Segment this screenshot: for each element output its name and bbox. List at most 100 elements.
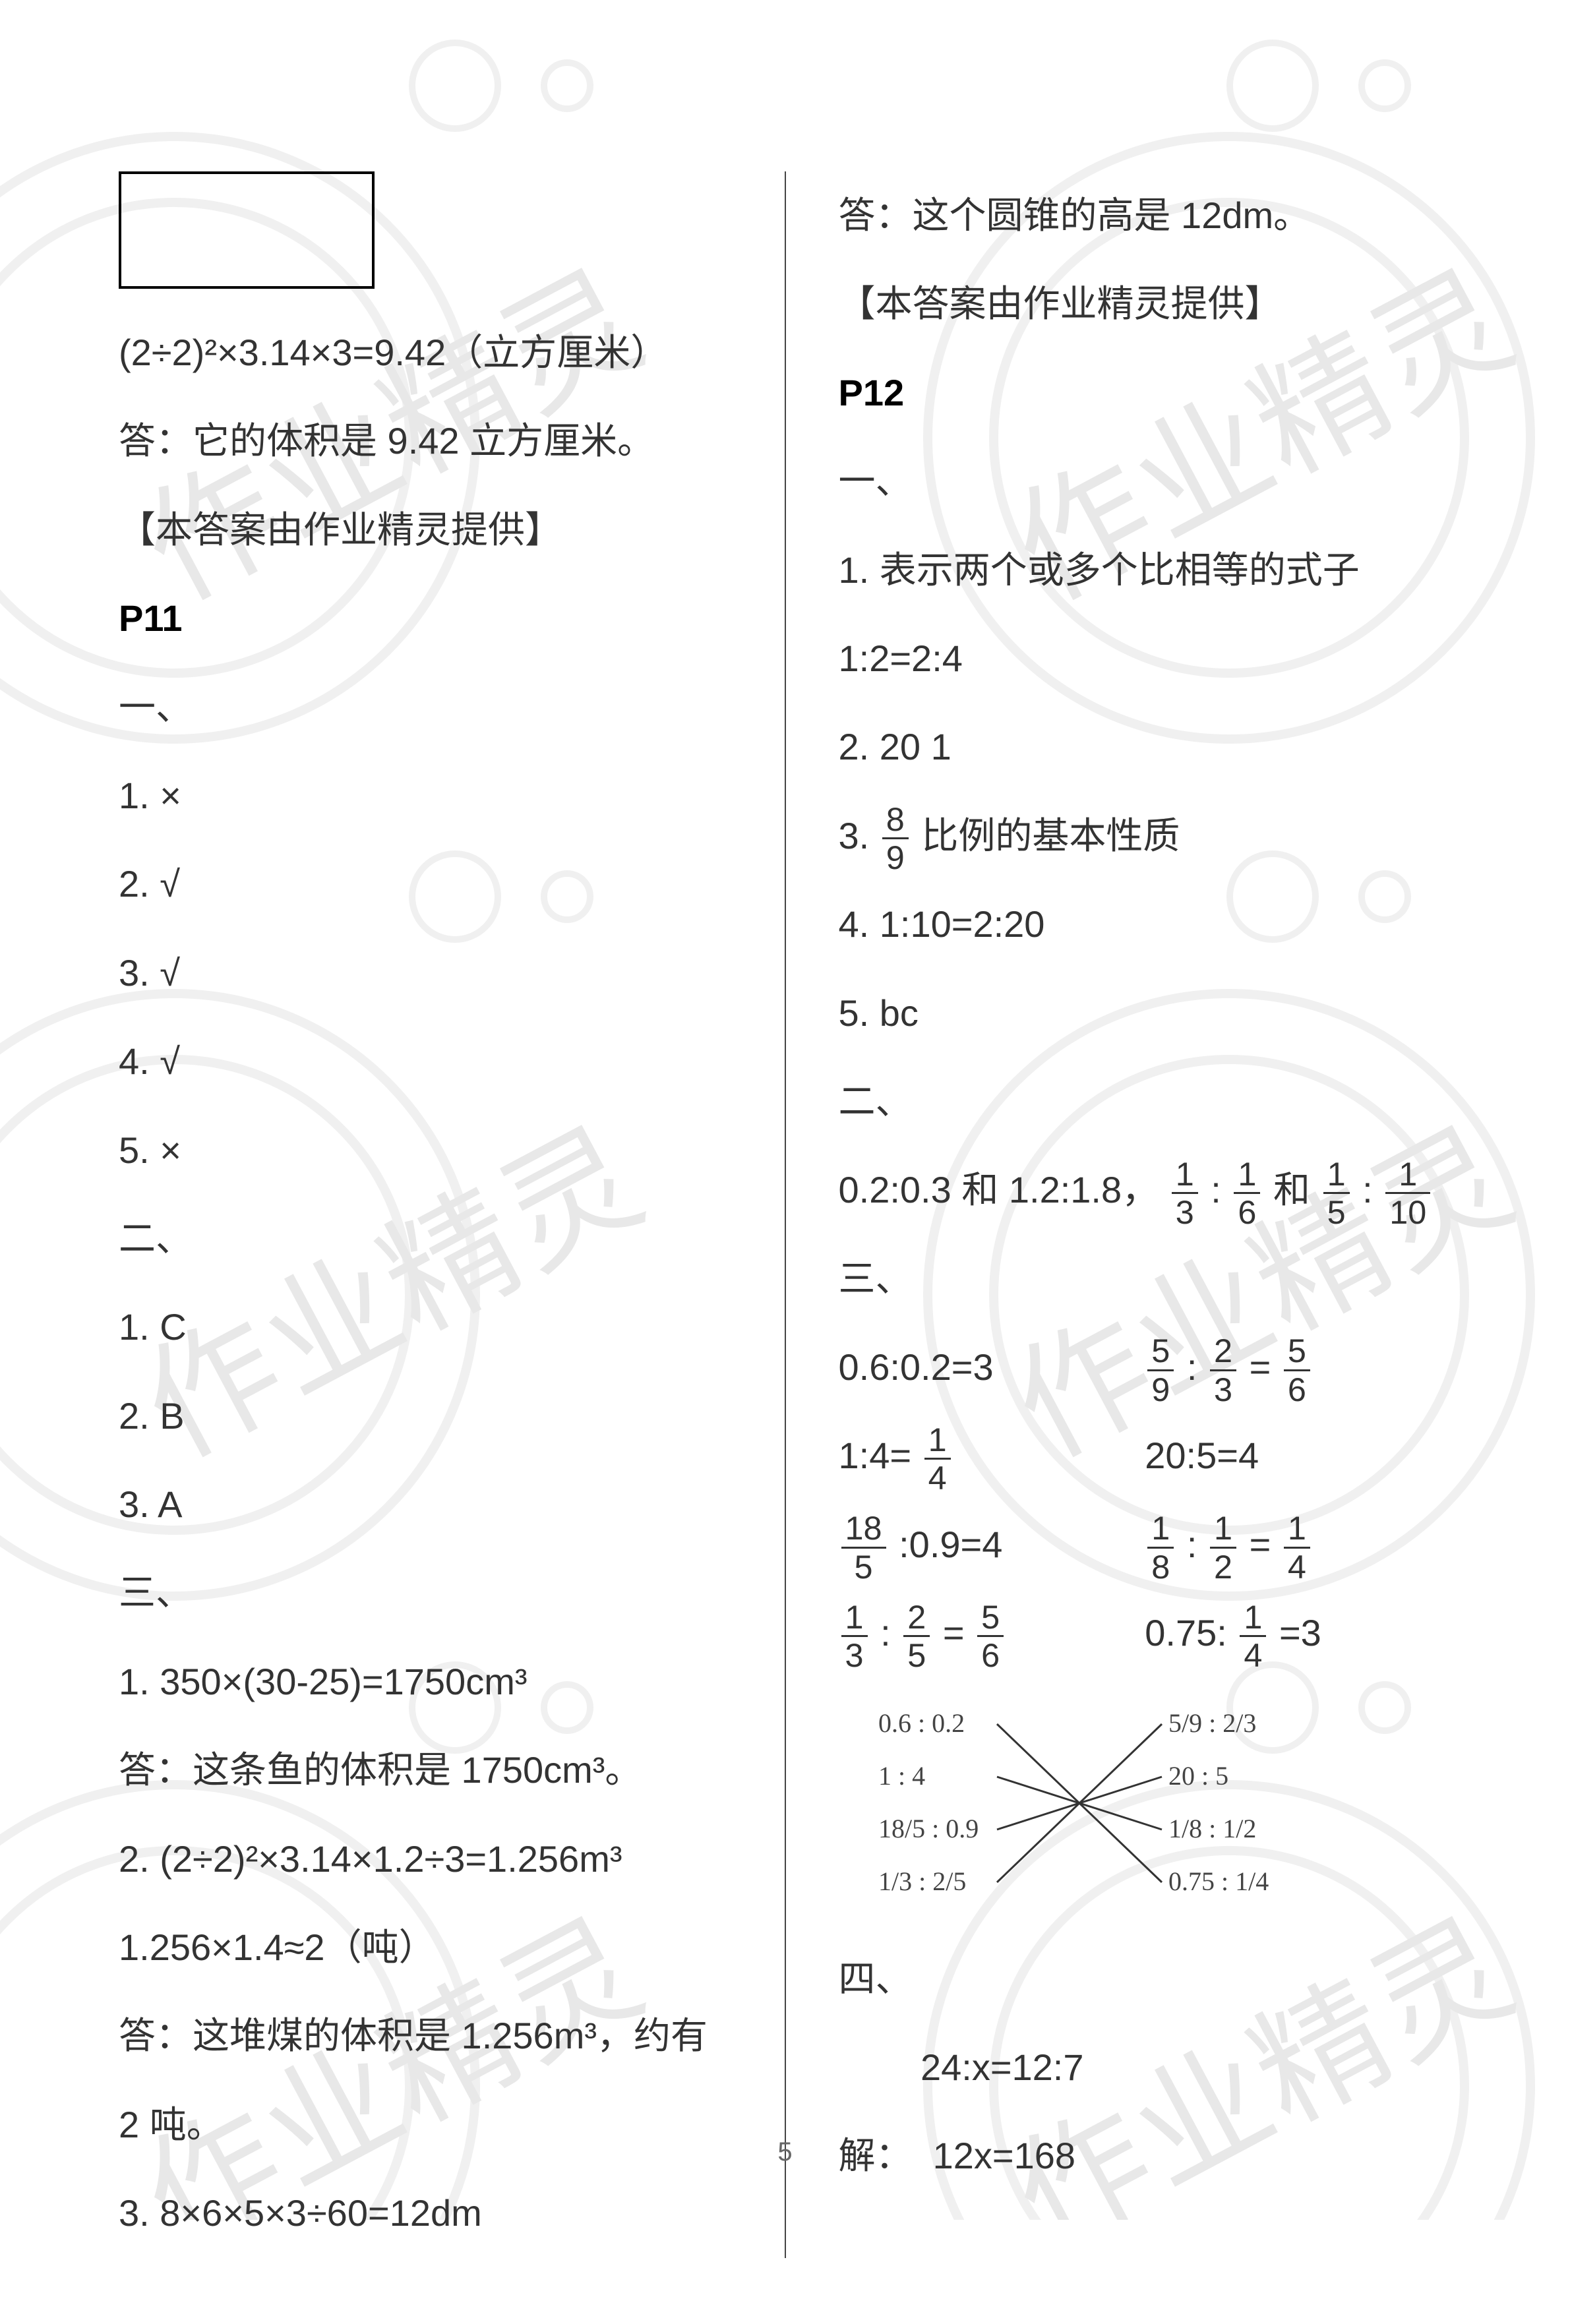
blank-box <box>119 171 375 289</box>
equation: 3. 8×6×5×3÷60=12dm <box>119 2169 732 2257</box>
fraction: 8 9 <box>882 801 909 876</box>
numerator: 1 <box>841 1599 868 1637</box>
equation: 2. (2÷2)²×3.14×1.2÷3=1.256m³ <box>119 1815 732 1903</box>
numerator: 1 <box>924 1421 951 1460</box>
denominator: 4 <box>1284 1549 1310 1585</box>
list-item: 1. 表示两个或多个比相等的式子 1:2=2:4 <box>839 526 1452 703</box>
colon: : <box>1187 1346 1197 1388</box>
denominator: 4 <box>1240 1637 1266 1673</box>
match-right-label: 5/9 : 2/3 <box>1168 1708 1256 1738</box>
fraction: 18 <box>1147 1510 1174 1585</box>
fraction: 56 <box>977 1599 1004 1674</box>
list-item: 5. bc <box>839 969 1452 1058</box>
fraction: 13 <box>841 1599 868 1674</box>
match-right-label: 1/8 : 1/2 <box>1168 1814 1256 1843</box>
numerator: 8 <box>882 801 909 839</box>
fraction: 13 <box>1172 1156 1198 1231</box>
list-item: 1. × <box>119 752 732 840</box>
fraction: 14 <box>1284 1510 1310 1585</box>
section-heading: 三、 <box>119 1549 732 1637</box>
colon: : <box>880 1612 891 1654</box>
denominator: 8 <box>1147 1549 1174 1585</box>
text: 和 <box>1273 1169 1310 1210</box>
equation-row: 0.6:0.2=3 59 : 23 = 56 <box>839 1323 1452 1412</box>
matching-diagram: 0.6 : 0.21 : 418/5 : 0.91/3 : 2/55/9 : 2… <box>839 1684 1313 1922</box>
colon: : <box>1362 1169 1373 1210</box>
fraction: 14 <box>1240 1599 1266 1674</box>
equation-row: 185 :0.9=4 18 : 12 = 14 <box>839 1501 1452 1589</box>
match-left-label: 1 : 4 <box>878 1761 925 1791</box>
page: 作业精灵 作业精灵 作业精灵 作业精灵 作业精灵 作业精灵 (2÷2)²×3.1… <box>0 0 1570 2220</box>
right-column: 答：这个圆锥的高是 12dm。 【本答案由作业精灵提供】 P12 一、 1. 表… <box>786 171 1452 2258</box>
fraction: 14 <box>924 1421 951 1497</box>
numerator: 18 <box>841 1510 886 1548</box>
equation: 20:5=4 <box>1145 1412 1451 1500</box>
fraction: 25 <box>903 1599 930 1674</box>
denominator: 9 <box>882 839 909 876</box>
match-left-label: 1/3 : 2/5 <box>878 1866 966 1896</box>
colon: : <box>1187 1524 1197 1565</box>
numerator: 1 <box>1284 1510 1310 1548</box>
equation: 1. 350×(30-25)=1750cm³ <box>119 1638 732 1726</box>
text: =3 <box>1279 1612 1321 1654</box>
numerator: 1 <box>1234 1156 1260 1194</box>
denominator: 3 <box>1172 1194 1198 1230</box>
numerator: 5 <box>977 1599 1004 1637</box>
fraction: 12 <box>1210 1510 1236 1585</box>
equation: 解： 12x=168 <box>839 2112 1452 2200</box>
numerator: 2 <box>1210 1332 1236 1371</box>
equation-row: 13 : 25 = 56 0.75: 14 =3 <box>839 1589 1452 1677</box>
denominator: 6 <box>1284 1371 1310 1408</box>
equation: 185 :0.9=4 <box>839 1501 1145 1589</box>
text: 0.2:0.3 和 1.2:1.8， <box>839 1169 1159 1210</box>
match-right-label: 20 : 5 <box>1168 1761 1228 1791</box>
equation: 1:4= 14 <box>839 1412 1145 1500</box>
answer-text: 答：这个圆锥的高是 12dm。 <box>839 171 1452 260</box>
fraction: 16 <box>1234 1156 1260 1231</box>
section-heading: 二、 <box>119 1195 732 1283</box>
denominator: 3 <box>1210 1371 1236 1408</box>
numerator: 2 <box>903 1599 930 1637</box>
denominator: 10 <box>1385 1194 1430 1230</box>
equation: 0.75: 14 =3 <box>1145 1589 1451 1677</box>
credit-text: 【本答案由作业精灵提供】 <box>119 486 732 574</box>
page-number: 5 <box>777 2137 792 2167</box>
denominator: 9 <box>1147 1371 1174 1408</box>
denominator: 4 <box>924 1460 951 1496</box>
denominator: 5 <box>1323 1194 1350 1230</box>
list-item: 4. √ <box>119 1017 732 1106</box>
answer-text: 答：这条鱼的体积是 1750cm³。 <box>119 1726 732 1814</box>
numerator: 1 <box>1210 1510 1236 1548</box>
left-column: (2÷2)²×3.14×3=9.42（立方厘米） 答：它的体积是 9.42 立方… <box>119 171 785 2258</box>
denominator: 2 <box>1210 1549 1236 1585</box>
numerator: 1 <box>1323 1156 1350 1194</box>
denominator: 6 <box>977 1637 1004 1673</box>
equation-row: 1:4= 14 20:5=4 <box>839 1412 1452 1500</box>
list-item: 2. 20 1 <box>839 703 1452 791</box>
fraction: 56 <box>1284 1332 1310 1408</box>
list-item: 3. √ <box>119 929 732 1017</box>
equation: 13 : 25 = 56 <box>839 1589 1145 1677</box>
numerator: 5 <box>1284 1332 1310 1371</box>
list-item: 2. √ <box>119 840 732 928</box>
fraction: 23 <box>1210 1332 1236 1408</box>
equals: = <box>943 1612 965 1654</box>
section-heading: 一、 <box>119 663 732 752</box>
credit-text: 【本答案由作业精灵提供】 <box>839 260 1452 348</box>
page-ref-p12: P12 <box>839 349 1452 437</box>
label: 3. <box>839 815 880 856</box>
equation-line: 0.2:0.3 和 1.2:1.8， 13 : 16 和 15 : 110 <box>839 1146 1452 1234</box>
numerator: 1 <box>1240 1599 1266 1637</box>
numerator: 5 <box>1147 1332 1174 1371</box>
equals: = <box>1250 1346 1271 1388</box>
equation: 24:x=12:7 <box>839 2023 1452 2112</box>
fraction: 185 <box>841 1510 886 1585</box>
fraction: 110 <box>1385 1156 1430 1231</box>
content-columns: (2÷2)²×3.14×3=9.42（立方厘米） 答：它的体积是 9.42 立方… <box>0 0 1570 2324</box>
text: 1:4= <box>839 1435 912 1476</box>
answer-text: 答：这堆煤的体积是 1.256m³，约有 2 吨。 <box>119 1992 732 2169</box>
page-ref-p11: P11 <box>119 574 732 663</box>
list-item: 5. × <box>119 1106 732 1195</box>
denominator: 5 <box>903 1637 930 1673</box>
list-item: 1. C <box>119 1283 732 1371</box>
